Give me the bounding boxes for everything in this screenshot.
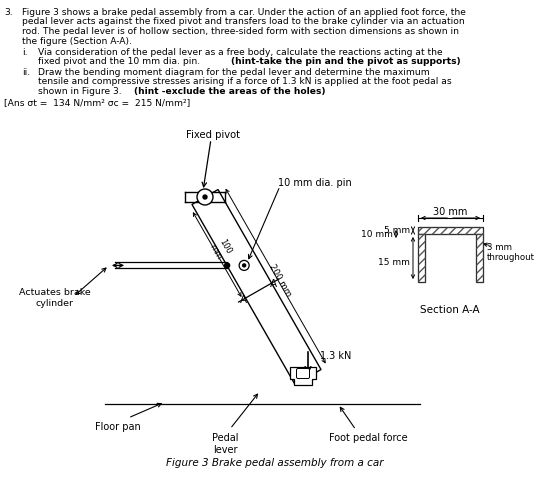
Text: 10 mm dia. pin: 10 mm dia. pin: [278, 178, 352, 188]
Circle shape: [197, 190, 213, 205]
Text: 10 mm: 10 mm: [361, 230, 393, 239]
Bar: [418, 228, 483, 235]
Text: Foot pedal force: Foot pedal force: [329, 432, 407, 442]
Polygon shape: [290, 367, 316, 385]
Text: Fixed pivot: Fixed pivot: [186, 130, 240, 140]
Text: tensile and compressive stresses arising if a force of 1.3 kN is applied at the : tensile and compressive stresses arising…: [38, 77, 452, 86]
Circle shape: [239, 261, 249, 271]
Circle shape: [242, 264, 246, 267]
Text: 200 mm: 200 mm: [268, 262, 294, 297]
Bar: [476, 235, 483, 282]
Text: (hint -exclude the areas of the holes): (hint -exclude the areas of the holes): [134, 87, 326, 96]
Circle shape: [203, 195, 207, 200]
Text: Via consideration of the pedal lever as a free body, calculate the reactions act: Via consideration of the pedal lever as …: [38, 48, 442, 57]
Text: Figure 3 Brake pedal assembly from a car: Figure 3 Brake pedal assembly from a car: [166, 457, 383, 467]
Text: Actuates brake
cylinder: Actuates brake cylinder: [19, 288, 91, 307]
FancyBboxPatch shape: [296, 369, 310, 379]
Bar: [418, 228, 483, 235]
Bar: [418, 235, 425, 282]
Text: [Ans σt =  134 N/mm² σc =  215 N/mm²]: [Ans σt = 134 N/mm² σc = 215 N/mm²]: [4, 98, 190, 107]
Text: 30 mm: 30 mm: [433, 206, 467, 216]
Bar: [476, 235, 483, 282]
Text: 1.3 kN: 1.3 kN: [320, 350, 352, 360]
Text: ii.: ii.: [22, 68, 30, 77]
Text: 5 mm: 5 mm: [384, 226, 410, 235]
Text: 3 mm
throughout: 3 mm throughout: [487, 242, 535, 262]
Text: shown in Figure 3.: shown in Figure 3.: [38, 87, 127, 96]
Circle shape: [225, 264, 230, 268]
Text: Pedal
lever: Pedal lever: [212, 432, 238, 454]
Text: 100
mm: 100 mm: [208, 237, 233, 261]
Bar: [418, 235, 425, 282]
Text: the figure (Section A-A).: the figure (Section A-A).: [22, 36, 132, 46]
Text: Floor pan: Floor pan: [95, 421, 141, 431]
Text: Figure 3 shows a brake pedal assembly from a car. Under the action of an applied: Figure 3 shows a brake pedal assembly fr…: [22, 8, 466, 17]
Text: (hint-take the pin and the pivot as supports): (hint-take the pin and the pivot as supp…: [231, 58, 461, 66]
Polygon shape: [192, 190, 321, 384]
Text: pedal lever acts against the fixed pivot and transfers load to the brake cylinde: pedal lever acts against the fixed pivot…: [22, 17, 464, 26]
Text: A: A: [240, 294, 247, 304]
Text: fixed pivot and the 10 mm dia. pin.: fixed pivot and the 10 mm dia. pin.: [38, 58, 203, 66]
Text: rod. The pedal lever is of hollow section, three-sided form with section dimensi: rod. The pedal lever is of hollow sectio…: [22, 27, 459, 36]
Text: 3.: 3.: [4, 8, 13, 17]
Text: 15 mm: 15 mm: [378, 258, 410, 267]
Text: i.: i.: [22, 48, 28, 57]
Text: Section A-A: Section A-A: [420, 304, 480, 314]
Text: A: A: [270, 278, 277, 288]
Text: Draw the bending moment diagram for the pedal lever and determine the maximum: Draw the bending moment diagram for the …: [38, 68, 430, 77]
